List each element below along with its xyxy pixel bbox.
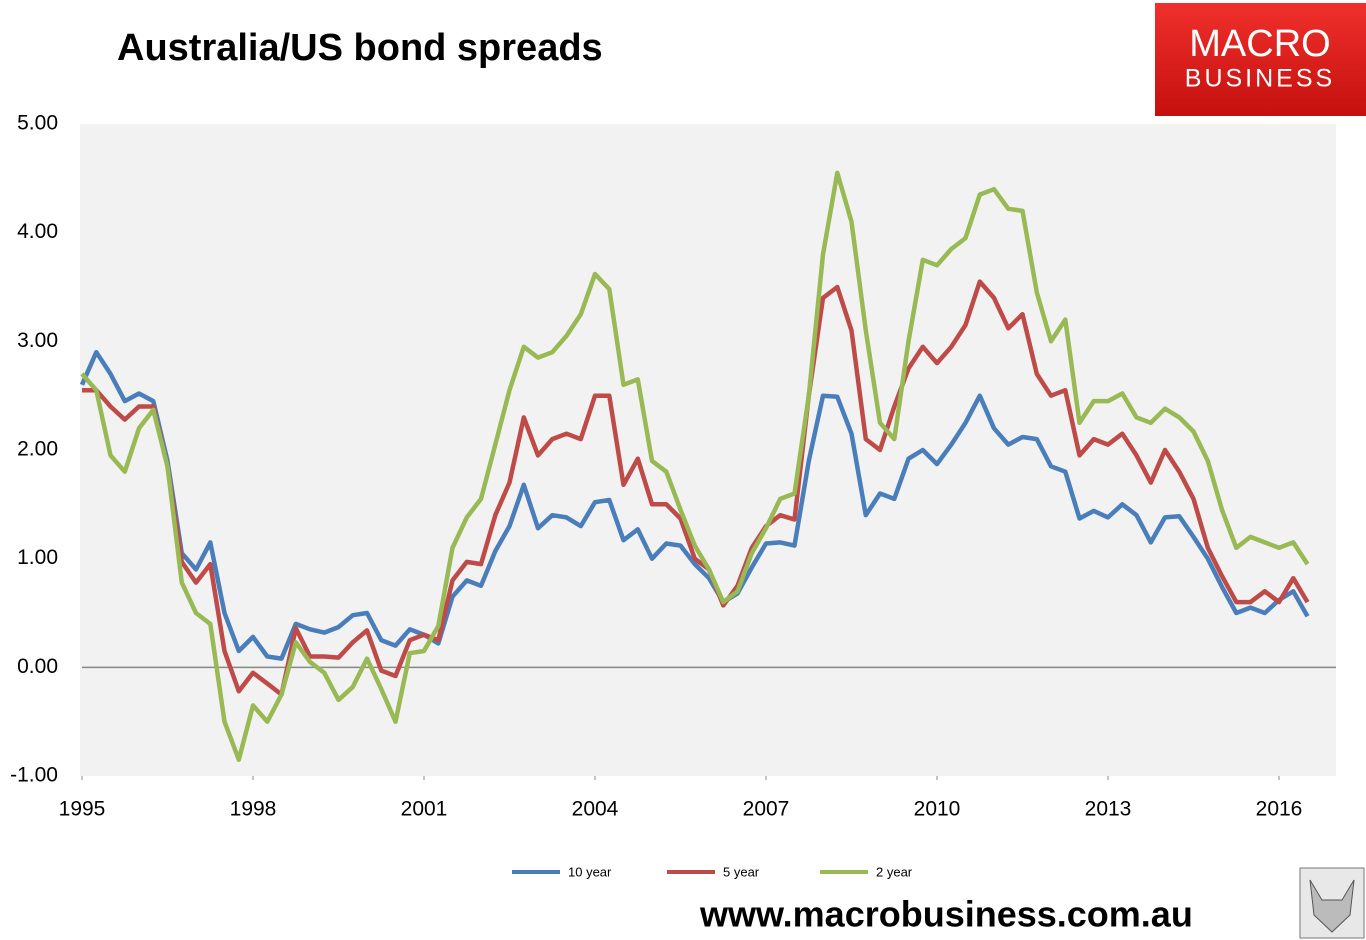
y-tick-label: 2.00 <box>17 438 58 461</box>
y-tick-label: 3.00 <box>17 329 58 352</box>
x-tick-label: 1995 <box>59 798 106 821</box>
y-tick-label: 4.00 <box>17 220 58 243</box>
logo-line2: BUSINESS <box>1185 65 1335 93</box>
legend-label: 5 year <box>723 864 760 879</box>
legend-label: 2 year <box>876 864 913 879</box>
x-tick-label: 2016 <box>1256 798 1303 821</box>
y-tick-label: -1.00 <box>10 764 58 787</box>
y-tick-label: 0.00 <box>17 655 58 678</box>
plot-area: -1.00 0.00 1.00 2.00 3.00 4.00 5.00 1995 1998 200… <box>10 112 1336 879</box>
x-tick-label: 1998 <box>230 798 277 821</box>
y-tick-label: 5.00 <box>17 112 58 135</box>
x-tick-label: 2001 <box>401 798 448 821</box>
x-tick-label: 2010 <box>914 798 961 821</box>
legend-label: 10 year <box>568 864 612 879</box>
x-tick-label: 2013 <box>1085 798 1132 821</box>
logo-line1: MACRO <box>1189 23 1330 65</box>
x-tick-label: 2007 <box>743 798 790 821</box>
logo-box <box>1155 3 1366 116</box>
chart-title: Australia/US bond spreads <box>117 27 603 69</box>
x-tick-label: 2004 <box>572 798 619 821</box>
plot-background <box>80 124 1336 776</box>
series-line <box>79 349 1310 661</box>
fox-face <box>1309 879 1355 933</box>
y-tick-label: 1.00 <box>17 546 58 569</box>
series-line <box>80 170 1310 762</box>
footer-url: www.macrobusiness.com.au <box>699 894 1193 935</box>
